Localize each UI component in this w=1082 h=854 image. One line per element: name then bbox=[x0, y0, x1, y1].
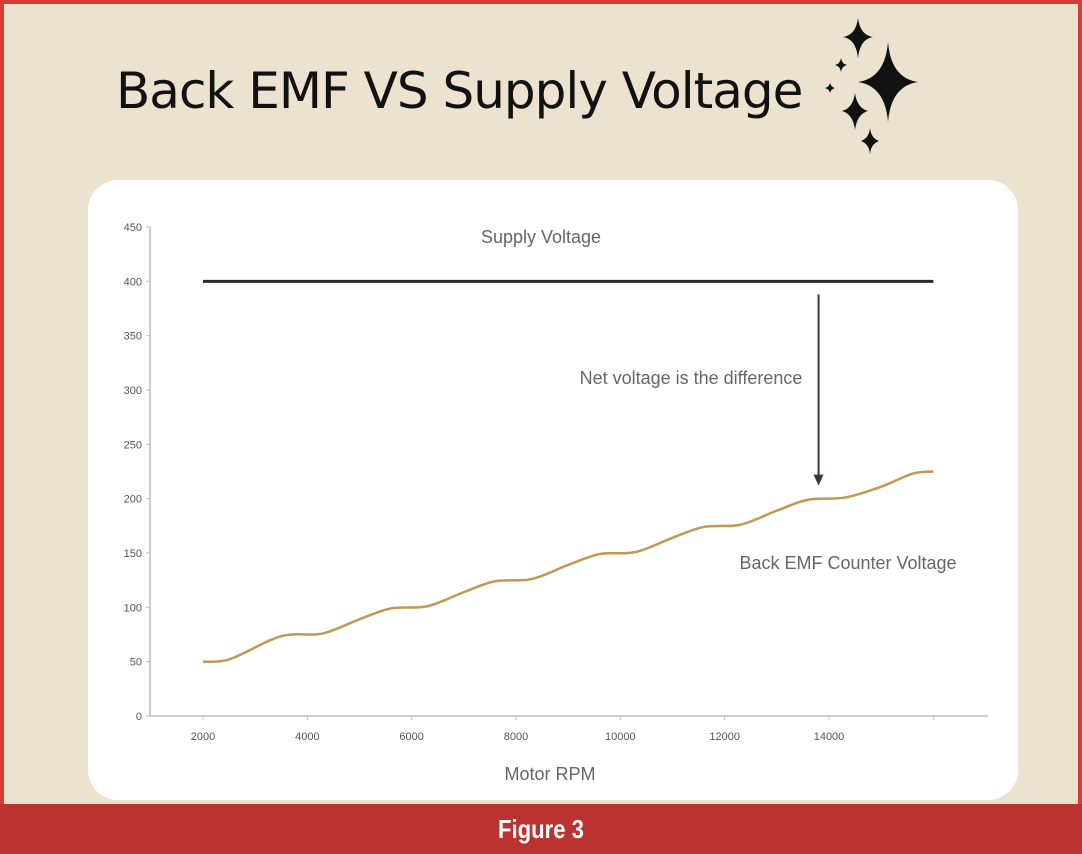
x-tick-label: 8000 bbox=[504, 731, 528, 743]
y-tick-label: 350 bbox=[124, 331, 142, 343]
figure-caption: Figure 3 bbox=[498, 814, 584, 844]
x-tick-label: 14000 bbox=[814, 731, 845, 743]
y-tick-label: 450 bbox=[124, 222, 142, 234]
x-tick-label: 4000 bbox=[295, 731, 319, 743]
y-tick-label: 150 bbox=[124, 548, 142, 560]
y-tick-label: 250 bbox=[124, 439, 142, 451]
x-tick-label: 10000 bbox=[605, 731, 636, 743]
x-tick-label: 2000 bbox=[191, 731, 215, 743]
chart-panel bbox=[88, 180, 1018, 800]
y-tick-label: 100 bbox=[124, 602, 142, 614]
net-voltage-label: Net voltage is the difference bbox=[580, 368, 803, 388]
figure-caption-bar: Figure 3 bbox=[0, 804, 1082, 854]
back-emf-line bbox=[202, 470, 934, 664]
supply-voltage-label: Supply Voltage bbox=[481, 227, 601, 247]
y-tick-label: 50 bbox=[130, 657, 142, 669]
back-emf-label: Back EMF Counter Voltage bbox=[739, 553, 956, 573]
x-tick-label: 12000 bbox=[709, 731, 740, 743]
y-tick-label: 200 bbox=[124, 494, 142, 506]
page-title: Back EMF VS Supply Voltage bbox=[116, 62, 803, 120]
x-tick-label: 6000 bbox=[399, 731, 423, 743]
y-tick-label: 0 bbox=[136, 711, 142, 723]
x-axis-label: Motor RPM bbox=[504, 764, 595, 784]
y-tick-label: 400 bbox=[124, 276, 142, 288]
arrow-head-icon bbox=[813, 474, 824, 486]
y-tick-label: 300 bbox=[124, 385, 142, 397]
